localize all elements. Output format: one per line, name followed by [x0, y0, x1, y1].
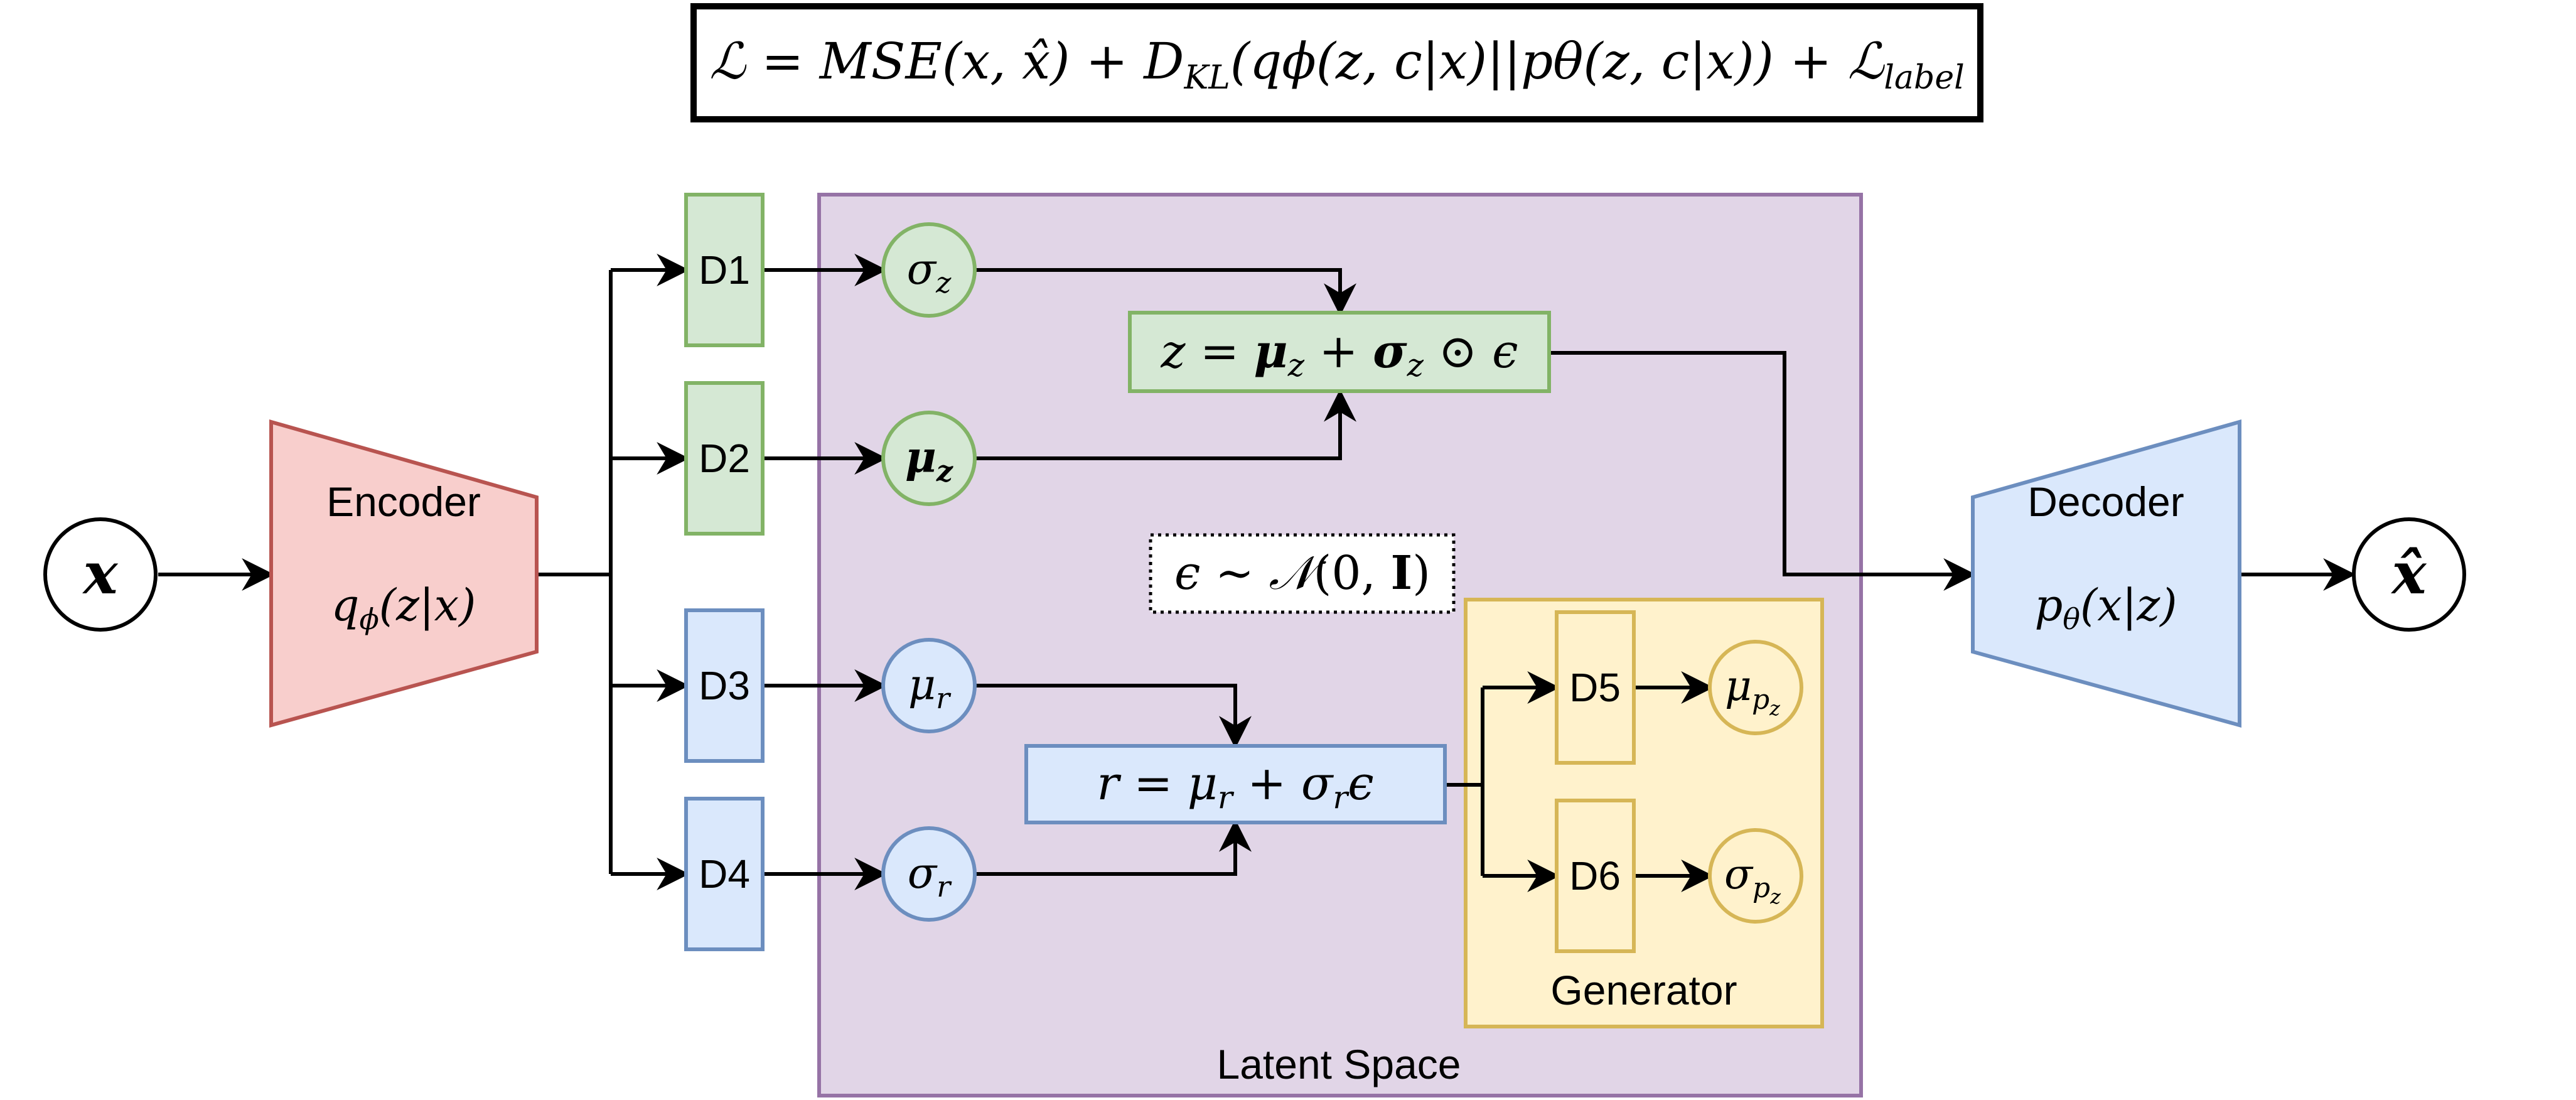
svg-text:μz: μz [905, 433, 953, 488]
mu-r-node: μr [881, 638, 977, 733]
arrow-sigma-z-to-z-eq [975, 268, 1356, 316]
svg-text:σz: σz [907, 245, 952, 299]
dense-layer-d6: D6 [1555, 799, 1636, 953]
sigma-r-node: σr [881, 826, 977, 922]
epsilon-distribution-box: ϵ ∼ 𝒩(0, I) [1149, 533, 1456, 614]
arrow-mu-r-to-r-eq [975, 684, 1252, 749]
loss-symbol: ℒ [709, 32, 746, 90]
svg-text:σpz: σpz [1724, 850, 1781, 909]
svg-text:r = μr + σrϵ: r = μr + σrϵ [1097, 757, 1373, 816]
encoder-title: Encoder [326, 478, 481, 525]
svg-text:σr: σr [908, 849, 952, 903]
arrow-sigma-r-to-r-eq [975, 819, 1252, 876]
arrow-mu-z-to-z-eq [975, 389, 1356, 460]
svg-text:μpz: μpz [1725, 662, 1781, 720]
encoder-block: Encoder qϕ(z|x) [269, 419, 539, 728]
decoder-formula: pθ(x|z) [2034, 580, 2177, 636]
mu-pz-node: μpz [1708, 640, 1803, 735]
svg-text:D2: D2 [699, 436, 750, 481]
dense-layer-d5: D5 [1555, 610, 1636, 765]
svg-text:ℒ = MSE(x, x̂) + DKL(qϕ(z, c|x: ℒ = MSE(x, x̂) + DKL(qϕ(z, c|x)||pθ(z, c… [709, 32, 1964, 97]
sigma-z-node: σz [881, 222, 977, 318]
z-reparam-box: z = μz + σz ⊙ ϵ [1128, 311, 1551, 393]
svg-text:D4: D4 [699, 851, 750, 897]
loss-equation: ℒ = MSE(x, x̂) + DKL(qϕ(z, c|x)||pθ(z, c… [690, 3, 1983, 122]
input-x-symbol: x [82, 539, 119, 607]
decoder-block: Decoder pθ(x|z) [1971, 419, 2241, 728]
connectors [158, 254, 2356, 892]
r-reparam-box: r = μr + σrϵ [1024, 744, 1447, 824]
svg-text:μr: μr [908, 661, 952, 715]
dense-layer-d1: D1 [684, 193, 765, 347]
dense-layer-d2: D2 [684, 381, 765, 536]
svg-text:D1: D1 [699, 247, 750, 293]
sigma-pz-node: σpz [1708, 828, 1803, 924]
output-xhat-node: x̂ [2352, 517, 2466, 632]
svg-text:z = μz + σz ⊙ ϵ: z = μz + σz ⊙ ϵ [1160, 325, 1518, 384]
dense-layer-d3: D3 [684, 608, 765, 763]
mu-z-node: μz [881, 411, 977, 506]
input-x-node: x [43, 517, 158, 632]
svg-text:ϵ ∼ 𝒩(0, I): ϵ ∼ 𝒩(0, I) [1174, 546, 1430, 600]
generator-label: Generator [1550, 967, 1737, 1013]
svg-text:D3: D3 [699, 663, 750, 708]
output-xhat-symbol: x̂ [2391, 539, 2427, 607]
svg-text:D6: D6 [1569, 853, 1621, 898]
encoder-formula: qϕ(z|x) [331, 580, 476, 636]
arrow-z-eq-to-decoder [1549, 351, 1977, 591]
dense-layer-d4: D4 [684, 797, 765, 951]
decoder-title: Decoder [2027, 478, 2184, 525]
latent-space-label: Latent Space [1217, 1041, 1461, 1087]
svg-text:D5: D5 [1569, 665, 1621, 710]
